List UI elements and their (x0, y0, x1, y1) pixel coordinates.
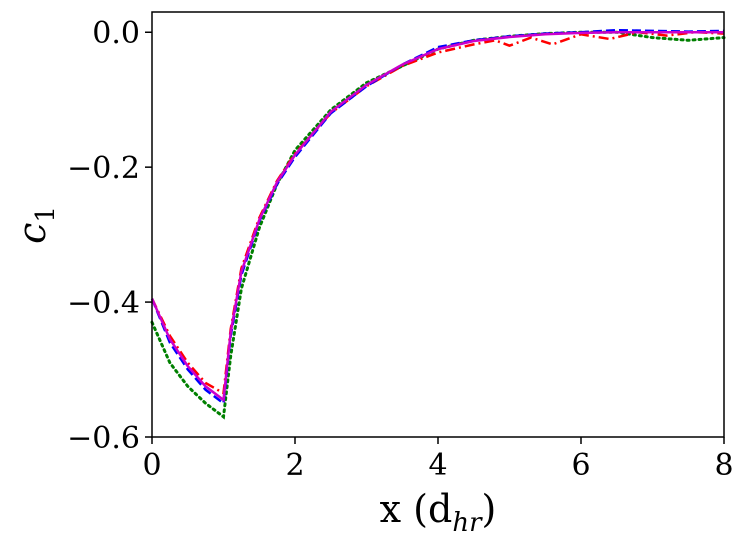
x-tick-label: 8 (714, 448, 733, 483)
series-line-3 (150, 28, 725, 406)
x-axis-label-sub: hr (452, 508, 483, 538)
x-axis-label-close: ) (482, 487, 497, 531)
series-line-1 (150, 30, 726, 420)
y-tick-label: 0.0 (92, 16, 140, 51)
x-axis-label-main: x (d (380, 487, 453, 531)
series-lines (150, 28, 726, 420)
y-axis-label-sub: 1 (31, 206, 61, 223)
y-axis-label-main: c (10, 223, 54, 244)
y-axis-label: c1 (10, 206, 61, 244)
axis-ticks: 0 2 4 6 8 −0.6 −0.4 −0.2 0.0 (67, 16, 733, 483)
x-tick-label: 2 (285, 448, 304, 483)
series-line-2 (150, 30, 725, 396)
x-tick-label: 4 (428, 448, 447, 483)
y-tick-label: −0.2 (67, 151, 140, 186)
y-tick-label: −0.4 (67, 286, 140, 321)
y-tick-label: −0.6 (67, 421, 140, 456)
x-tick-label: 6 (571, 448, 590, 483)
x-axis-label: x (dhr) (380, 487, 497, 538)
series-line-4 (150, 30, 724, 403)
plot-frame (151, 11, 725, 438)
x-tick-label: 0 (142, 448, 161, 483)
